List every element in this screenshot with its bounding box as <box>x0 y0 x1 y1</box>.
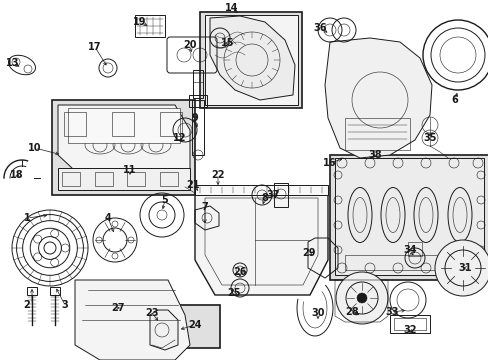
Text: 20: 20 <box>183 40 196 50</box>
Text: 23: 23 <box>145 308 159 318</box>
Text: 33: 33 <box>385 307 398 317</box>
Text: 21: 21 <box>186 180 199 190</box>
Text: 30: 30 <box>311 308 324 318</box>
Text: 29: 29 <box>302 248 315 258</box>
Text: 11: 11 <box>123 165 137 175</box>
Bar <box>329 155 488 280</box>
Text: 31: 31 <box>457 263 471 273</box>
Text: 7: 7 <box>201 202 208 212</box>
Bar <box>160 112 182 136</box>
Polygon shape <box>325 38 431 158</box>
Bar <box>345 255 474 270</box>
Text: 24: 24 <box>188 320 202 330</box>
Text: 37: 37 <box>265 190 279 200</box>
Polygon shape <box>204 15 297 105</box>
Bar <box>112 112 134 136</box>
Bar <box>389 315 429 333</box>
Text: 1: 1 <box>23 213 30 223</box>
Text: 2: 2 <box>23 300 30 310</box>
Circle shape <box>356 293 366 303</box>
Bar <box>68 108 180 143</box>
Bar <box>393 318 425 330</box>
Bar <box>189 95 206 107</box>
Bar <box>140 305 220 348</box>
Polygon shape <box>150 310 178 350</box>
Bar <box>160 172 178 186</box>
Text: 35: 35 <box>423 133 436 143</box>
Bar <box>407 242 421 256</box>
Text: 4: 4 <box>104 213 111 223</box>
Text: 36: 36 <box>313 23 326 33</box>
Polygon shape <box>334 158 483 275</box>
Text: 14: 14 <box>225 3 238 13</box>
Text: 18: 18 <box>10 170 24 180</box>
Bar <box>58 168 190 190</box>
Polygon shape <box>75 280 190 360</box>
Text: 19: 19 <box>133 17 146 27</box>
Text: 3: 3 <box>61 300 68 310</box>
Text: 27: 27 <box>111 303 124 313</box>
Text: 16: 16 <box>323 158 336 168</box>
Text: 5: 5 <box>162 195 168 205</box>
Text: 8: 8 <box>261 193 268 203</box>
Bar <box>64 112 86 136</box>
Text: 17: 17 <box>88 42 102 52</box>
Text: 26: 26 <box>233 267 246 277</box>
Bar <box>62 172 80 186</box>
Text: 10: 10 <box>28 143 41 153</box>
Text: 9: 9 <box>191 113 198 123</box>
Text: 28: 28 <box>345 307 358 317</box>
Circle shape <box>434 240 488 296</box>
Text: 15: 15 <box>221 38 234 48</box>
Text: 22: 22 <box>211 170 224 180</box>
Bar <box>195 185 327 195</box>
Text: 12: 12 <box>173 133 186 143</box>
Bar <box>192 100 203 155</box>
Bar <box>95 172 112 186</box>
Bar <box>200 12 302 108</box>
Bar <box>345 118 409 150</box>
Bar <box>52 100 195 195</box>
Text: 34: 34 <box>403 245 416 255</box>
Circle shape <box>335 272 387 324</box>
Bar <box>127 172 145 186</box>
Bar <box>193 70 203 98</box>
Text: 32: 32 <box>403 325 416 335</box>
Polygon shape <box>195 193 327 295</box>
Text: 6: 6 <box>451 95 457 105</box>
Polygon shape <box>209 16 294 100</box>
Text: 13: 13 <box>6 58 20 68</box>
Bar <box>273 183 287 207</box>
Text: 38: 38 <box>367 150 381 160</box>
Text: 25: 25 <box>227 288 240 298</box>
Bar <box>135 15 164 37</box>
Polygon shape <box>58 105 190 190</box>
